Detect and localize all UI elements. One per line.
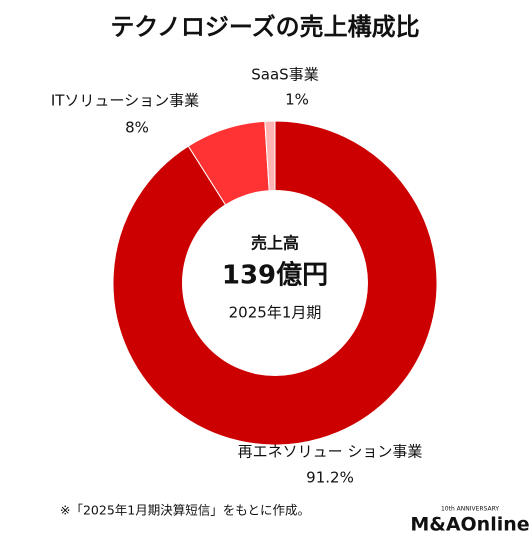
value-label: 91.2% <box>306 469 354 487</box>
center-period: 2025年1月期 <box>229 304 322 322</box>
chart-title: テクノロジーズの売上構成比 <box>110 13 419 41</box>
center-value: 139億円 <box>222 261 328 291</box>
logo: M&AOnline <box>410 514 529 536</box>
value-label: 8% <box>125 119 149 137</box>
category-label: 再エネソリュー ション事業 <box>238 443 423 461</box>
category-label: ITソリューション事業 <box>51 92 199 110</box>
value-label: 1% <box>285 91 309 109</box>
center-title: 売上高 <box>251 234 299 253</box>
footnote: ※「2025年1月期決算短信」をもとに作成。 <box>60 503 310 518</box>
category-label: SaaS事業 <box>251 66 318 84</box>
donut-hole <box>182 190 368 376</box>
logo-badge: 10th ANNIVERSARY <box>441 506 499 513</box>
